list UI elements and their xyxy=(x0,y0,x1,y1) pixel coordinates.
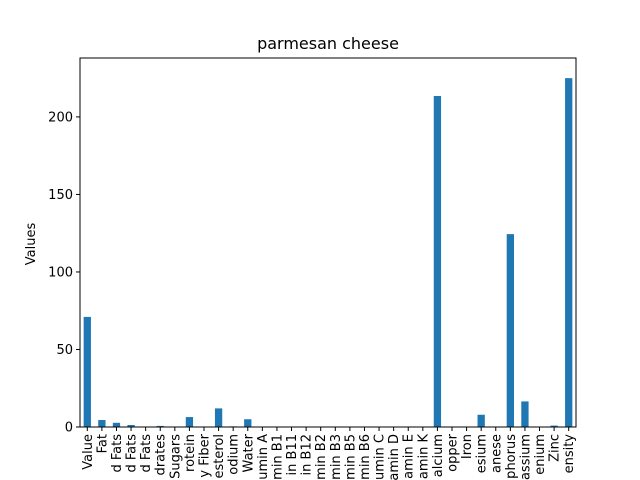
x-tick-label: esterol xyxy=(212,434,227,479)
bar xyxy=(565,78,573,428)
x-tick-label: d Fats xyxy=(110,434,125,473)
bar xyxy=(477,414,485,427)
y-tick-label: 100 xyxy=(48,265,73,280)
x-tick-label: umin A xyxy=(256,434,271,480)
x-tick-label: y Fiber xyxy=(198,433,213,477)
x-tick-label: min B3 xyxy=(329,434,344,480)
x-tick-label: min B2 xyxy=(314,434,329,480)
x-tick-label: min B1 xyxy=(270,434,285,480)
x-tick-label: Iron xyxy=(460,434,475,459)
x-tick-label: rotein xyxy=(183,434,198,472)
x-tick-label: phorus xyxy=(504,434,519,479)
x-tick-label: umin C xyxy=(373,434,388,480)
x-tick-label: min B6 xyxy=(358,434,373,480)
y-tick-label: 0 xyxy=(65,421,73,436)
x-tick-label: Zinc xyxy=(548,434,563,462)
x-tick-label: in B11 xyxy=(285,434,300,475)
x-tick-label: amin E xyxy=(402,434,417,479)
x-tick-label: amin D xyxy=(387,434,402,480)
bar xyxy=(433,95,442,427)
x-tick-label: d Fats xyxy=(139,434,154,473)
x-tick-label: esium xyxy=(475,434,490,473)
x-tick-label: Water xyxy=(241,433,256,472)
x-axis: Value Fat d Fats d Fats d Fats drates Sugars ro… xyxy=(81,427,577,480)
plot-frame xyxy=(79,57,577,428)
bar xyxy=(244,419,252,427)
x-tick-label: assium xyxy=(518,434,533,480)
x-tick-label: Sugars xyxy=(168,434,183,479)
bar xyxy=(521,401,529,427)
x-tick-label: amin K xyxy=(416,434,431,480)
x-tick-label: in B12 xyxy=(300,434,315,475)
bar xyxy=(127,424,135,427)
bar xyxy=(550,425,558,427)
y-tick-label: 150 xyxy=(48,188,73,203)
y-tick-label: 200 xyxy=(48,110,73,125)
bar xyxy=(156,425,164,427)
x-tick-label: opper xyxy=(446,433,461,471)
bar xyxy=(83,316,91,427)
x-tick-label: odium xyxy=(227,434,242,475)
bar xyxy=(185,417,194,427)
x-tick-label: min B5 xyxy=(343,434,358,480)
y-axis-title: Values xyxy=(24,223,39,266)
bar xyxy=(214,408,223,427)
bar xyxy=(112,422,121,427)
x-tick-label: Fat xyxy=(95,434,110,453)
bar xyxy=(506,234,514,427)
x-tick-label: anese xyxy=(489,434,504,473)
bar xyxy=(98,420,106,427)
x-tick-label: enium xyxy=(533,434,548,475)
x-tick-label: ensity xyxy=(562,434,577,474)
bar-series xyxy=(83,78,573,428)
x-tick-label: d Fats xyxy=(125,434,140,473)
x-tick-label: alcium xyxy=(431,434,446,477)
x-tick-label: Value xyxy=(81,434,96,470)
y-tick-label: 50 xyxy=(56,343,73,358)
chart-title: parmesan cheese xyxy=(257,34,399,53)
x-tick-label: drates xyxy=(154,434,169,476)
y-axis: 0 50 100 150 200 xyxy=(48,110,80,436)
